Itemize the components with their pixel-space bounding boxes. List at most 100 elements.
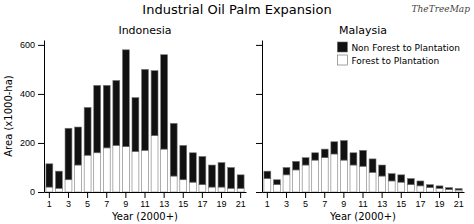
bar bbox=[170, 176, 177, 192]
x-tick-mark bbox=[87, 192, 88, 198]
bar bbox=[218, 187, 225, 192]
y-tick-mark bbox=[256, 192, 262, 193]
x-tick-mark bbox=[324, 192, 325, 198]
x-tick: 3 bbox=[66, 192, 71, 209]
x-tick: 11 bbox=[140, 192, 149, 209]
x-tick-label: 11 bbox=[140, 199, 149, 209]
x-tick-mark bbox=[164, 192, 165, 198]
x-tick: 19 bbox=[217, 192, 227, 209]
x-tick-mark bbox=[125, 192, 126, 198]
x-tick-mark bbox=[458, 192, 459, 198]
bar bbox=[446, 190, 453, 192]
legend: Non Forest to Plantation Forest to Planta… bbox=[337, 42, 460, 66]
watermark: TheTreeMap bbox=[412, 4, 471, 14]
x-tick: 13 bbox=[377, 192, 387, 209]
y-axis-label: Area (x1000-ha) bbox=[3, 75, 14, 157]
x-tick: 17 bbox=[197, 192, 207, 209]
bar bbox=[360, 166, 367, 192]
y-tick-mark bbox=[38, 94, 44, 95]
bar bbox=[84, 155, 91, 192]
bar bbox=[46, 187, 53, 192]
x-tick: 3 bbox=[284, 192, 289, 209]
x-tick-label: 3 bbox=[284, 199, 289, 209]
bar bbox=[360, 150, 367, 166]
bar bbox=[379, 165, 386, 176]
y-axis: 0200400600 bbox=[20, 40, 45, 197]
y-tick bbox=[256, 192, 262, 193]
bar bbox=[273, 180, 280, 185]
bar bbox=[237, 175, 244, 188]
x-tick: 5 bbox=[85, 192, 90, 209]
x-tick-mark bbox=[343, 192, 344, 198]
x-tick: 5 bbox=[303, 192, 308, 209]
x-tick-label: 17 bbox=[197, 199, 207, 209]
x-axis-label: Year (2000+) bbox=[329, 211, 396, 222]
bar bbox=[312, 160, 319, 192]
bar bbox=[427, 185, 434, 188]
bar bbox=[122, 50, 129, 147]
x-tick: 13 bbox=[159, 192, 169, 209]
bar bbox=[151, 71, 158, 136]
bar bbox=[436, 188, 443, 192]
y-tick-mark bbox=[38, 45, 44, 46]
x-tick-mark bbox=[286, 192, 287, 198]
bar bbox=[237, 188, 244, 192]
bar bbox=[180, 180, 187, 192]
chart: Industrial Oil Palm ExpansionTheTreeMap1… bbox=[0, 0, 474, 224]
bar bbox=[199, 156, 206, 184]
y-tick-label: 200 bbox=[20, 138, 35, 148]
y-tick bbox=[256, 94, 262, 95]
x-tick-label: 13 bbox=[159, 199, 169, 209]
bar bbox=[398, 182, 405, 192]
bar bbox=[436, 186, 443, 188]
legend-label: Non Forest to Plantation bbox=[351, 43, 460, 53]
bar bbox=[417, 186, 424, 192]
x-tick-label: 7 bbox=[322, 199, 327, 209]
legend-swatch bbox=[337, 42, 347, 52]
x-tick-label: 19 bbox=[435, 199, 445, 209]
bar bbox=[407, 185, 414, 192]
bar bbox=[388, 181, 395, 192]
bar bbox=[379, 176, 386, 192]
bar bbox=[151, 136, 158, 192]
y-axis-line bbox=[262, 41, 263, 193]
y-tick-label: 400 bbox=[20, 89, 35, 99]
bar bbox=[142, 150, 149, 192]
bar bbox=[189, 153, 196, 182]
y-tick-mark bbox=[256, 45, 262, 46]
y-tick-mark bbox=[256, 143, 262, 144]
x-tick: 9 bbox=[341, 192, 346, 209]
x-tick: 21 bbox=[236, 192, 246, 209]
bar bbox=[407, 179, 414, 185]
y-tick: 200 bbox=[20, 138, 44, 148]
legend-swatch bbox=[337, 55, 347, 65]
x-tick: 1 bbox=[47, 192, 52, 209]
x-tick: 21 bbox=[454, 192, 464, 209]
bar bbox=[113, 80, 120, 145]
bar bbox=[228, 167, 235, 188]
x-tick-mark bbox=[68, 192, 69, 198]
bar bbox=[189, 182, 196, 192]
bar bbox=[283, 175, 290, 192]
x-axis: 13579111315171921 bbox=[263, 192, 465, 209]
x-tick-mark bbox=[221, 192, 222, 198]
x-tick-mark bbox=[202, 192, 203, 198]
legend-item: Forest to Plantation bbox=[337, 55, 439, 66]
x-tick-mark bbox=[401, 192, 402, 198]
bar bbox=[84, 107, 91, 155]
x-tick-mark bbox=[240, 192, 241, 198]
bar bbox=[132, 152, 139, 192]
x-tick-label: 21 bbox=[454, 199, 464, 209]
x-tick-label: 1 bbox=[47, 199, 52, 209]
x-tick-mark bbox=[183, 192, 184, 198]
x-tick-label: 9 bbox=[341, 199, 346, 209]
x-tick: 19 bbox=[435, 192, 445, 209]
x-axis: 13579111315171921 bbox=[45, 192, 247, 209]
bar bbox=[350, 165, 357, 192]
x-tick-mark bbox=[145, 192, 146, 198]
bar bbox=[103, 148, 110, 192]
bar bbox=[302, 158, 309, 165]
bar bbox=[446, 188, 453, 190]
panel: 135791113151719210200400600IndonesiaYear… bbox=[3, 24, 247, 222]
bar bbox=[75, 165, 82, 192]
